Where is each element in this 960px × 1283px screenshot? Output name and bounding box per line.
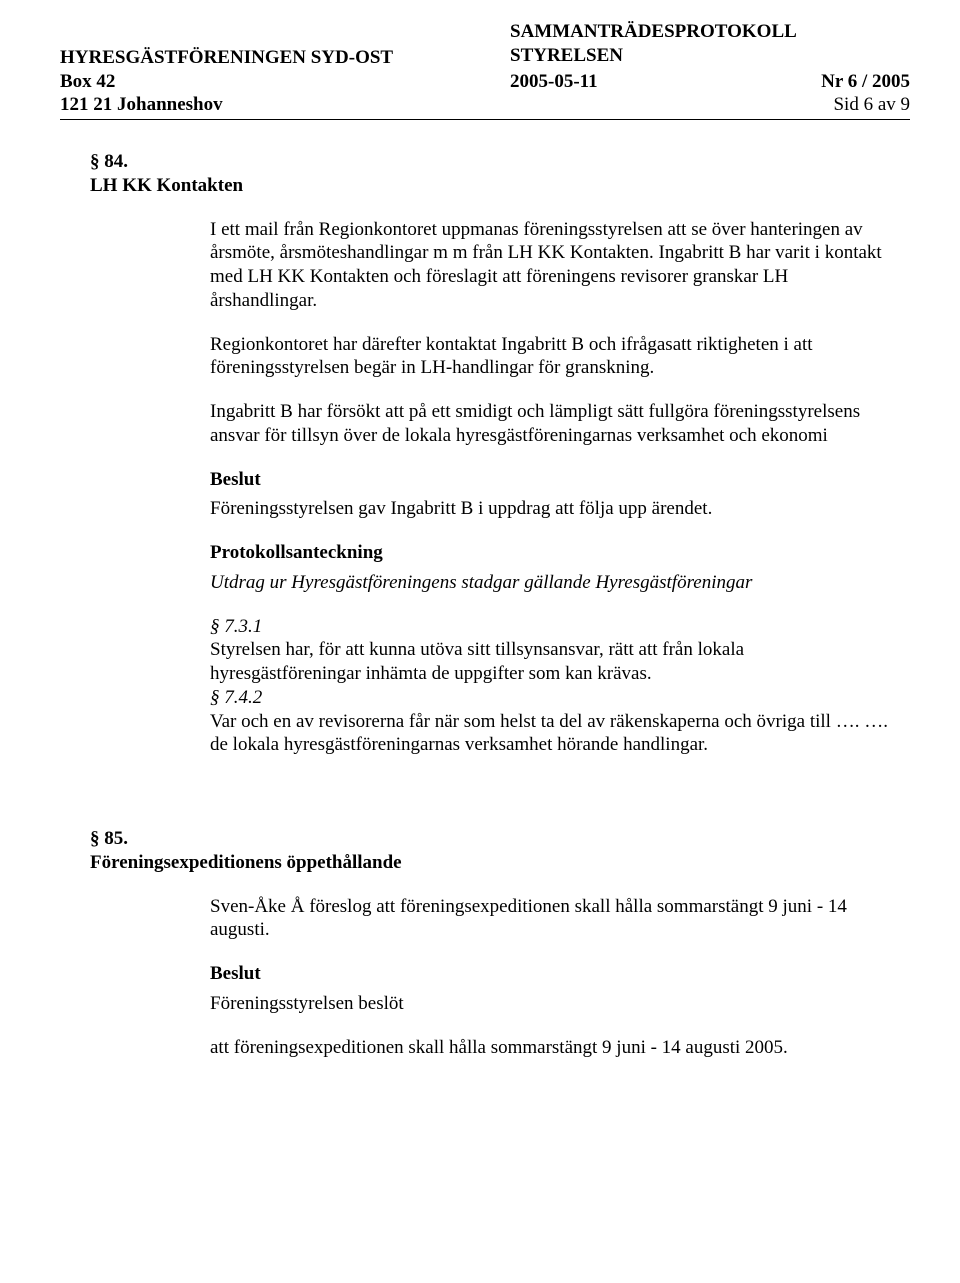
doc-issue: Nr 6 / 2005 bbox=[821, 70, 910, 94]
s84-p6: Styrelsen har, för att kunna utöva sitt … bbox=[210, 638, 890, 686]
section-85: § 85. Föreningsexpeditionens öppethållan… bbox=[60, 827, 910, 1059]
doc-date: 2005-05-11 bbox=[510, 70, 598, 94]
section-84: § 84. LH KK Kontakten I ett mail från Re… bbox=[60, 150, 910, 757]
s84-p4: Föreningsstyrelsen gav Ingabritt B i upp… bbox=[210, 497, 890, 521]
document-header: HYRESGÄSTFÖRENINGEN SYD-OST Box 42 121 2… bbox=[60, 20, 910, 120]
s85-beslut-label: Beslut bbox=[210, 962, 890, 986]
s85-p2: Föreningsstyrelsen beslöt bbox=[210, 992, 890, 1016]
section-85-title: Föreningsexpeditionens öppethållande bbox=[90, 851, 910, 875]
doc-title: SAMMANTRÄDESPROTOKOLL bbox=[510, 20, 910, 44]
section-84-num: § 84. bbox=[90, 150, 910, 174]
section-85-body: Sven-Åke Å föreslog att föreningsexpedit… bbox=[210, 895, 890, 1060]
doc-subtitle: STYRELSEN bbox=[510, 44, 910, 68]
s85-p3: att föreningsexpeditionen skall hålla so… bbox=[210, 1036, 890, 1060]
section-85-num: § 85. bbox=[90, 827, 910, 851]
s84-ref1: § 7.3.1 bbox=[210, 615, 890, 639]
org-name: HYRESGÄSTFÖRENINGEN SYD-OST bbox=[60, 46, 393, 70]
s85-p1: Sven-Åke Å föreslog att föreningsexpedit… bbox=[210, 895, 890, 943]
s84-p2: Regionkontoret har därefter kontaktat In… bbox=[210, 333, 890, 381]
s84-p3: Ingabritt B har försökt att på ett smidi… bbox=[210, 400, 890, 448]
doc-page: Sid 6 av 9 bbox=[510, 93, 910, 117]
org-box: Box 42 bbox=[60, 70, 393, 94]
s84-beslut-label: Beslut bbox=[210, 468, 890, 492]
s84-proto-label: Protokollsanteckning bbox=[210, 541, 890, 565]
section-84-title: LH KK Kontakten bbox=[90, 174, 910, 198]
s84-ref2: § 7.4.2 bbox=[210, 686, 890, 710]
header-right-block: SAMMANTRÄDESPROTOKOLL STYRELSEN 2005-05-… bbox=[510, 20, 910, 117]
s84-p5: Utdrag ur Hyresgästföreningens stadgar g… bbox=[210, 571, 890, 595]
s84-p1: I ett mail från Regionkontoret uppmanas … bbox=[210, 218, 890, 313]
s84-p7: Var och en av revisorerna får när som he… bbox=[210, 710, 890, 758]
header-left-block: HYRESGÄSTFÖRENINGEN SYD-OST Box 42 121 2… bbox=[60, 46, 393, 117]
section-84-body: I ett mail från Regionkontoret uppmanas … bbox=[210, 218, 890, 758]
org-city: 121 21 Johanneshov bbox=[60, 93, 393, 117]
